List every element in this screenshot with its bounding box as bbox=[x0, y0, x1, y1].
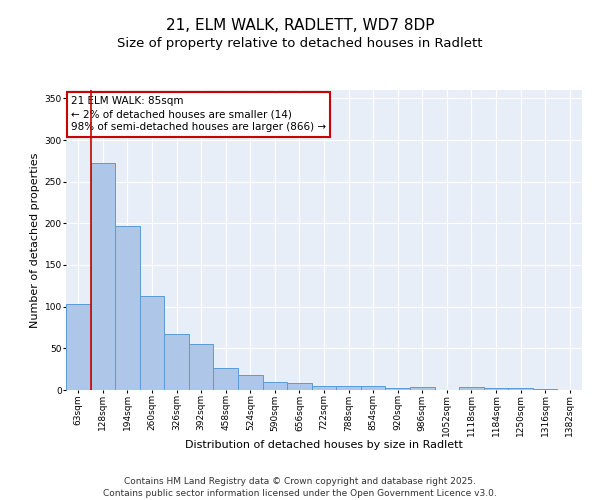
Bar bbox=[91, 164, 115, 390]
Bar bbox=[115, 226, 140, 390]
Bar bbox=[336, 386, 361, 390]
Bar bbox=[189, 344, 214, 390]
Bar bbox=[263, 382, 287, 390]
Text: Contains HM Land Registry data © Crown copyright and database right 2025.
Contai: Contains HM Land Registry data © Crown c… bbox=[103, 476, 497, 498]
Bar bbox=[66, 304, 91, 390]
Text: 21, ELM WALK, RADLETT, WD7 8DP: 21, ELM WALK, RADLETT, WD7 8DP bbox=[166, 18, 434, 32]
Bar bbox=[484, 388, 508, 390]
Bar bbox=[312, 386, 336, 390]
Bar bbox=[361, 386, 385, 390]
Bar bbox=[287, 384, 312, 390]
Text: 21 ELM WALK: 85sqm
← 2% of detached houses are smaller (14)
98% of semi-detached: 21 ELM WALK: 85sqm ← 2% of detached hous… bbox=[71, 96, 326, 132]
Bar bbox=[508, 388, 533, 390]
X-axis label: Distribution of detached houses by size in Radlett: Distribution of detached houses by size … bbox=[185, 440, 463, 450]
Bar bbox=[410, 386, 434, 390]
Bar bbox=[459, 386, 484, 390]
Bar bbox=[533, 389, 557, 390]
Bar bbox=[385, 388, 410, 390]
Y-axis label: Number of detached properties: Number of detached properties bbox=[31, 152, 40, 328]
Text: Size of property relative to detached houses in Radlett: Size of property relative to detached ho… bbox=[117, 38, 483, 51]
Bar bbox=[140, 296, 164, 390]
Bar bbox=[214, 368, 238, 390]
Bar bbox=[238, 375, 263, 390]
Bar bbox=[164, 334, 189, 390]
